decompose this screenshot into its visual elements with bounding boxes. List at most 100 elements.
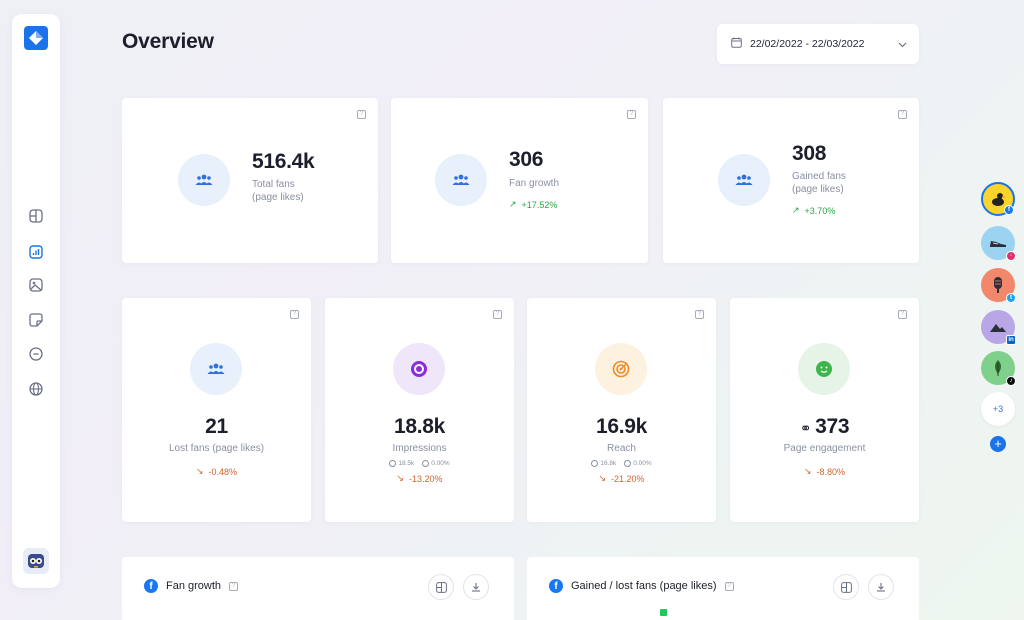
users-icon: [190, 343, 242, 395]
target-icon: [393, 343, 445, 395]
shoe-icon: [990, 241, 1006, 247]
globe-icon[interactable]: [27, 380, 45, 398]
analytics-icon[interactable]: [27, 243, 45, 261]
fan-growth-chart-card: f Fan growth ?: [122, 557, 514, 620]
total-fans-label: Total fans: [252, 179, 295, 190]
info-icon[interactable]: ?: [898, 310, 907, 319]
info-icon[interactable]: ?: [724, 581, 734, 591]
media-icon[interactable]: [27, 276, 45, 294]
info-icon[interactable]: ?: [898, 110, 907, 119]
fan-growth-chart-header: f Fan growth ?: [144, 579, 239, 593]
lost-fans-value: 21: [205, 415, 228, 438]
page-title: Overview: [122, 30, 214, 53]
sidebar: [12, 14, 60, 588]
impressions-sub-stats: 18.5k 0.00%: [325, 460, 514, 467]
download-button[interactable]: [463, 574, 489, 600]
gained-lost-chart-title: Gained / lost fans (page likes): [571, 580, 717, 592]
gained-lost-fans-chart-card: f Gained / lost fans (page likes) ?: [527, 557, 919, 620]
account-avatar-facebook[interactable]: f: [981, 182, 1015, 216]
user-avatar[interactable]: [23, 548, 49, 574]
notes-icon[interactable]: [27, 311, 45, 329]
gained-fans-trend: ↗ +3.70%: [792, 205, 836, 216]
microphone-icon: [994, 277, 1002, 293]
arrow-down-icon: ↘: [803, 466, 812, 476]
bullseye-icon: [595, 343, 647, 395]
gained-fans-label: Gained fans: [792, 171, 846, 182]
info-icon[interactable]: ?: [493, 310, 502, 319]
date-range-picker[interactable]: 22/02/2022 - 22/03/2022: [717, 24, 919, 64]
info-icon[interactable]: ?: [695, 310, 704, 319]
users-icon: [178, 154, 230, 206]
paid-icon: [624, 460, 632, 467]
facebook-badge-icon: f: [1004, 205, 1014, 215]
arrow-down-icon: ↘: [396, 473, 404, 483]
fan-growth-chart-title: Fan growth: [166, 580, 222, 592]
linkedin-badge-icon: in: [1006, 335, 1016, 345]
layout-toggle-button[interactable]: [833, 574, 859, 600]
mountain-icon: [990, 324, 1006, 332]
info-icon[interactable]: ?: [229, 581, 239, 591]
date-range-value: 22/02/2022 - 22/03/2022: [750, 38, 865, 50]
reach-label: Reach: [607, 443, 636, 454]
tiktok-badge-icon: ♪: [1006, 376, 1016, 386]
facebook-icon: f: [549, 579, 563, 593]
total-fans-value: 516.4k: [252, 150, 315, 173]
chevron-down-icon: [898, 35, 907, 53]
fan-growth-label: Fan growth: [509, 178, 560, 189]
account-avatar-twitter[interactable]: t: [981, 268, 1016, 303]
info-icon[interactable]: ?: [357, 110, 366, 119]
reach-trend: ↘ -21.20%: [598, 473, 645, 484]
impressions-label: Impressions: [392, 443, 447, 454]
info-icon[interactable]: ?: [627, 110, 636, 119]
gained-fans-label-sub: (page likes): [792, 184, 844, 195]
account-avatar-instagram[interactable]: ◦: [981, 226, 1016, 261]
logo-icon[interactable]: [24, 26, 48, 50]
fan-growth-value: 306: [509, 148, 544, 171]
leaf-icon: [995, 360, 1001, 376]
reach-value: 16.9k: [595, 415, 648, 438]
add-account-button[interactable]: +: [990, 436, 1006, 452]
paid-icon: [422, 460, 430, 467]
organic-icon: [591, 460, 599, 467]
lost-fans-trend: ↘ -0.48%: [195, 466, 238, 477]
page-engagement-card: ? ⚭ 373 Page engagement ↘ -8.80%: [730, 298, 919, 522]
impressions-value: 18.8k: [393, 415, 446, 438]
page-engagement-trend: ↘ -8.80%: [803, 466, 846, 477]
arrow-down-icon: ↘: [195, 466, 204, 476]
messages-icon[interactable]: [27, 345, 45, 363]
impressions-card: ? 18.8k Impressions 18.5k 0.00% ↘ -13.20%: [325, 298, 514, 522]
arrow-up-icon: ↗: [792, 205, 800, 215]
calendar-icon: [731, 35, 742, 53]
facebook-icon: f: [144, 579, 158, 593]
download-button[interactable]: [868, 574, 894, 600]
gained-fans-value: 308: [792, 142, 827, 165]
users-icon: [435, 154, 487, 206]
account-avatar-linkedin[interactable]: in: [981, 310, 1016, 345]
page-engagement-label: Page engagement: [783, 443, 866, 454]
total-fans-card: ? 516.4k Total fans (page likes): [122, 98, 378, 263]
layout-icon: [435, 581, 447, 593]
layout-icon: [840, 581, 852, 593]
page-engagement-value: ⚭ 373: [799, 415, 850, 438]
gained-fans-card: ? 308 Gained fans (page likes) ↗ +3.70%: [663, 98, 919, 263]
smiley-icon: [798, 343, 850, 395]
users-icon: [718, 154, 770, 206]
layout-toggle-button[interactable]: [428, 574, 454, 600]
fan-growth-card: ? 306 Fan growth ↗ +17.52%: [391, 98, 648, 263]
fan-growth-trend: ↗ +17.52%: [509, 199, 558, 210]
dashboard-icon[interactable]: [27, 207, 45, 225]
total-fans-label-sub: (page likes): [252, 192, 304, 203]
reach-card: ? 16.9k Reach 16.8k 0.00% ↘ -21.20%: [527, 298, 716, 522]
more-accounts-button[interactable]: +3: [981, 392, 1015, 426]
lost-fans-label: Lost fans (page likes): [168, 443, 265, 454]
duck-icon: [992, 193, 1006, 206]
arrow-up-icon: ↗: [509, 199, 517, 209]
download-icon: [472, 583, 480, 592]
gained-lost-chart-header: f Gained / lost fans (page likes) ?: [549, 579, 734, 593]
account-avatar-tiktok[interactable]: ♪: [981, 351, 1016, 386]
info-icon[interactable]: ?: [290, 310, 299, 319]
lost-fans-card: ? 21 Lost fans (page likes) ↘ -0.48%: [122, 298, 311, 522]
twitter-badge-icon: t: [1006, 293, 1016, 303]
reach-sub-stats: 16.8k 0.00%: [527, 460, 716, 467]
impressions-trend: ↘ -13.20%: [396, 473, 443, 484]
